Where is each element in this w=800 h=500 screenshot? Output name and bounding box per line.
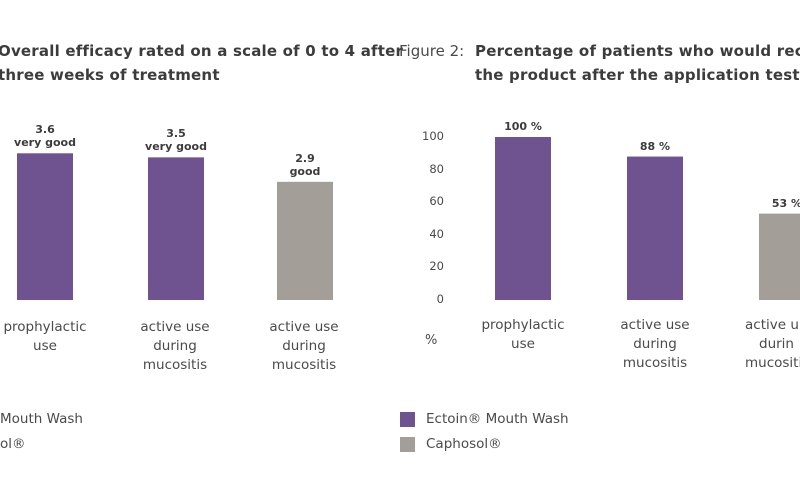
legend-label: ol® bbox=[0, 436, 26, 452]
chart-title-line-1: Overall efficacy rated on a scale of 0 t… bbox=[0, 42, 404, 60]
chart-title-line-1: Percentage of patients who would reco bbox=[475, 42, 800, 60]
y-tick-label: 0 bbox=[436, 292, 444, 306]
bar-active-caphosol bbox=[759, 213, 800, 300]
bar-active-ectoin bbox=[627, 156, 683, 300]
chart-title-line-2: three weeks of treatment bbox=[0, 66, 220, 84]
category-label: prophylactic use bbox=[3, 319, 87, 354]
legend-label: Caphosol® bbox=[426, 436, 502, 452]
efficacy-chart: Overall efficacy rated on a scale of 0 t… bbox=[0, 42, 404, 452]
category-label: active use during mucositis bbox=[269, 319, 339, 373]
chart-title-line-2: the product after the application test bbox=[475, 66, 800, 84]
bar-active-ectoin bbox=[148, 157, 204, 300]
bar-active-caphosol bbox=[277, 181, 333, 300]
bar-prophylactic bbox=[17, 153, 73, 300]
y-axis-unit: % bbox=[425, 333, 438, 348]
value-label: 2.9 good bbox=[289, 151, 321, 178]
efficacy-bars bbox=[17, 153, 333, 300]
figure-label: Figure 2: bbox=[399, 42, 465, 60]
legend-caphosol: Caphosol® bbox=[400, 435, 600, 455]
value-label: 3.5 very good bbox=[145, 127, 207, 154]
legend-swatch bbox=[400, 437, 415, 452]
value-label: 53 % bbox=[771, 196, 800, 210]
legend-ectoin: Ectoin® Mouth Wash bbox=[400, 410, 600, 430]
legend-label: Mouth Wash bbox=[0, 411, 83, 427]
value-label: 88 % bbox=[639, 139, 671, 153]
y-tick-label: 40 bbox=[429, 226, 444, 241]
value-label: 100 % bbox=[504, 120, 542, 133]
category-label: active u durin mucositi bbox=[745, 317, 800, 371]
bar-prophylactic bbox=[495, 137, 551, 300]
category-label: active use during mucositis bbox=[620, 317, 690, 371]
legend-swatch bbox=[400, 412, 415, 427]
category-label: prophylactic use bbox=[481, 317, 565, 352]
legend-label: Ectoin® Mouth Wash bbox=[426, 411, 569, 427]
y-tick-label: 60 bbox=[429, 194, 444, 209]
value-label: 3.6 very good bbox=[14, 123, 76, 150]
y-tick-label: 80 bbox=[429, 161, 444, 176]
y-tick-label: 20 bbox=[429, 259, 444, 274]
y-tick-label: 100 bbox=[422, 129, 444, 143]
category-label: active use during mucositis bbox=[140, 319, 210, 373]
